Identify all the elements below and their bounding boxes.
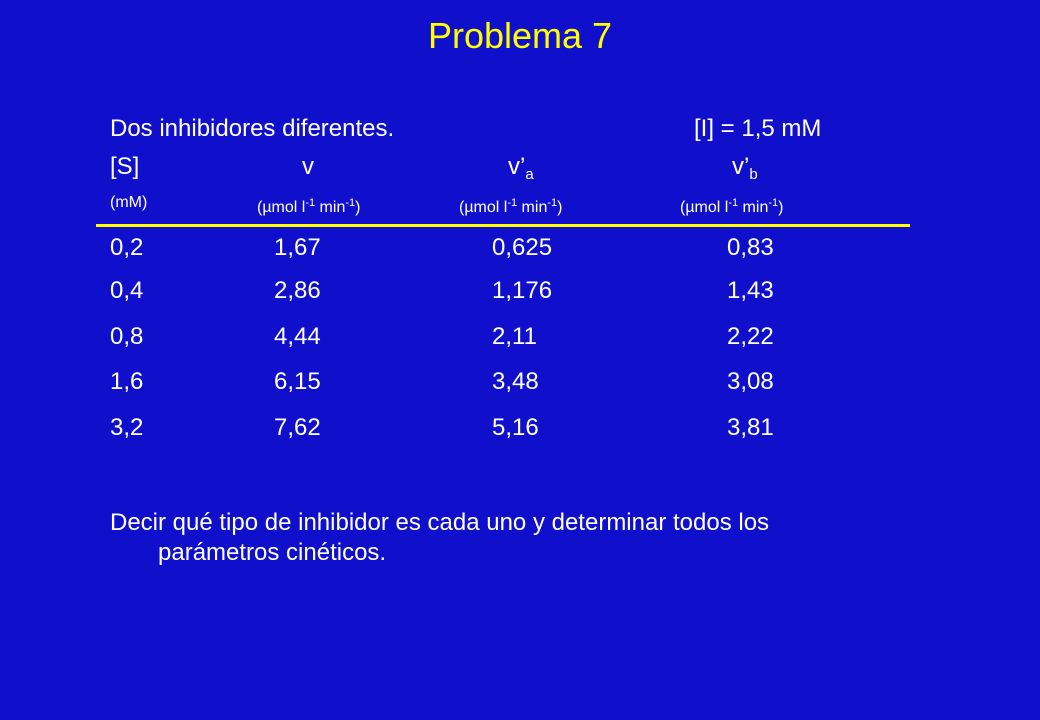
cell-s: 3,2: [110, 414, 144, 441]
question-line-1: Decir qué tipo de inhibidor es cada uno …: [110, 509, 770, 536]
cell-vb: 1,43: [727, 277, 774, 304]
header-vb-base: v’: [732, 153, 750, 180]
header-va-sub: a: [525, 166, 534, 183]
cell-v: 2,86: [274, 277, 321, 304]
unit-va-mid: min: [517, 199, 548, 216]
unit-substrate: (mM): [110, 194, 148, 211]
table-row: 0,4 2,86 1,176 1,43: [0, 276, 1040, 306]
header-va: v’a: [508, 152, 534, 190]
cell-v: 6,15: [274, 368, 321, 395]
table-row: 0,2 1,67 0,625 0,83: [0, 233, 1040, 263]
cell-v: 7,62: [274, 414, 321, 441]
unit-va-exp1: -1: [507, 197, 518, 209]
cell-va: 5,16: [492, 414, 539, 441]
cell-s: 0,2: [110, 234, 144, 261]
cell-vb: 3,81: [727, 414, 774, 441]
unit-v-mid: min: [315, 199, 346, 216]
question-text: Decir qué tipo de inhibidor es cada uno …: [110, 508, 940, 568]
unit-va-prefix: (µmol l: [459, 199, 508, 216]
unit-va-suffix: ): [557, 199, 563, 216]
cell-va: 0,625: [492, 234, 553, 261]
unit-v-prefix: (µmol l: [257, 199, 306, 216]
unit-vb: (µmol l-1 min-1): [680, 192, 783, 219]
header-v: v: [302, 153, 314, 180]
table-row: 3,2 7,62 5,16 3,81: [0, 413, 1040, 443]
cell-vb: 0,83: [727, 234, 774, 261]
cell-va: 2,11: [492, 323, 537, 350]
unit-vb-suffix: ): [778, 199, 784, 216]
cell-vb: 3,08: [727, 368, 774, 395]
unit-v-exp2: -1: [345, 197, 356, 209]
unit-vb-exp1: -1: [728, 197, 739, 209]
unit-v-exp1: -1: [305, 197, 316, 209]
cell-s: 0,8: [110, 323, 144, 350]
unit-va-exp2: -1: [547, 197, 558, 209]
unit-vb-prefix: (µmol l: [680, 199, 729, 216]
cell-v: 4,44: [274, 323, 321, 350]
table-row: 0,8 4,44 2,11 2,22: [0, 322, 1040, 352]
cell-vb: 2,22: [727, 323, 774, 350]
intro-text: Dos inhibidores diferentes.: [110, 115, 395, 142]
cell-s: 0,4: [110, 277, 144, 304]
inhibitor-concentration: [I] = 1,5 mM: [694, 115, 822, 142]
cell-s: 1,6: [110, 368, 144, 395]
cell-va: 3,48: [492, 368, 539, 395]
unit-v-suffix: ): [355, 199, 361, 216]
header-vb: v’b: [732, 152, 758, 190]
cell-v: 1,67: [274, 234, 321, 261]
question-line-2: parámetros cinéticos.: [158, 539, 387, 566]
table-row: 1,6 6,15 3,48 3,08: [0, 367, 1040, 397]
unit-v: (µmol l-1 min-1): [257, 192, 360, 219]
header-substrate: [S]: [110, 153, 140, 180]
header-va-base: v’: [508, 153, 526, 180]
header-vb-sub: b: [749, 166, 758, 183]
header-divider: [96, 224, 910, 227]
unit-vb-mid: min: [738, 199, 769, 216]
unit-vb-exp2: -1: [768, 197, 779, 209]
slide-title: Problema 7: [427, 15, 613, 56]
unit-va: (µmol l-1 min-1): [459, 192, 562, 219]
cell-va: 1,176: [492, 277, 553, 304]
